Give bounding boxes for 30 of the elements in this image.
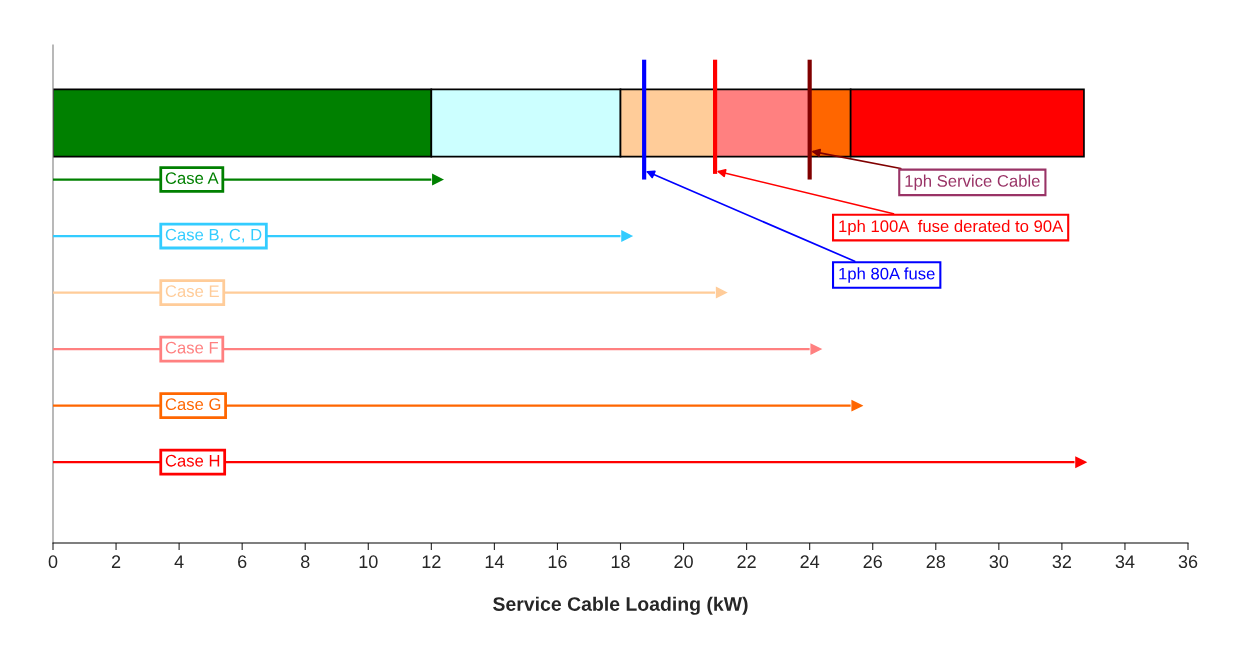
x-tick-label: 14 bbox=[485, 555, 504, 568]
x-tick-label: 20 bbox=[674, 555, 693, 569]
x-tick-label: 2 bbox=[111, 555, 121, 568]
x-tick-label: 0 bbox=[48, 555, 58, 569]
x-tick-label: 24 bbox=[800, 555, 820, 568]
y-tick-label: Case F bbox=[165, 341, 218, 354]
x-tick-label: 4 bbox=[174, 555, 184, 568]
x-tick-label: 28 bbox=[926, 555, 946, 569]
ref-line-label: 1ph 100A fuse derated to 90A bbox=[839, 219, 1064, 236]
x-tick-label: 6 bbox=[238, 555, 247, 569]
x-tick-label: 34 bbox=[1115, 555, 1135, 569]
x-tick-label: 32 bbox=[1052, 555, 1072, 569]
y-tick-label: Case A bbox=[165, 172, 219, 185]
x-tick-label: 12 bbox=[422, 555, 441, 568]
x-tick-label: 18 bbox=[611, 555, 630, 569]
x-tick-label: 22 bbox=[737, 555, 756, 568]
ref-line-label: 1ph 80A fuse bbox=[839, 267, 935, 283]
ref-line-label: 1ph Service Cable bbox=[905, 174, 1040, 191]
x-tick-label: 30 bbox=[989, 555, 1009, 569]
bar bbox=[714, 88, 811, 158]
x-tick-label: 8 bbox=[300, 555, 310, 569]
y-tick-label: Case E bbox=[165, 285, 219, 298]
x-tick-label: 16 bbox=[548, 555, 567, 569]
x-tick-label: 10 bbox=[359, 555, 378, 569]
x-tick-label: 36 bbox=[1178, 555, 1198, 569]
y-tick-label: Case H bbox=[165, 454, 220, 467]
y-tick-label: Case G bbox=[165, 398, 221, 411]
x-axis-title: Service Cable Loading (kW) bbox=[493, 596, 748, 615]
y-tick-label: Case B, C, D bbox=[165, 228, 262, 243]
x-tick-label: 26 bbox=[863, 555, 882, 569]
